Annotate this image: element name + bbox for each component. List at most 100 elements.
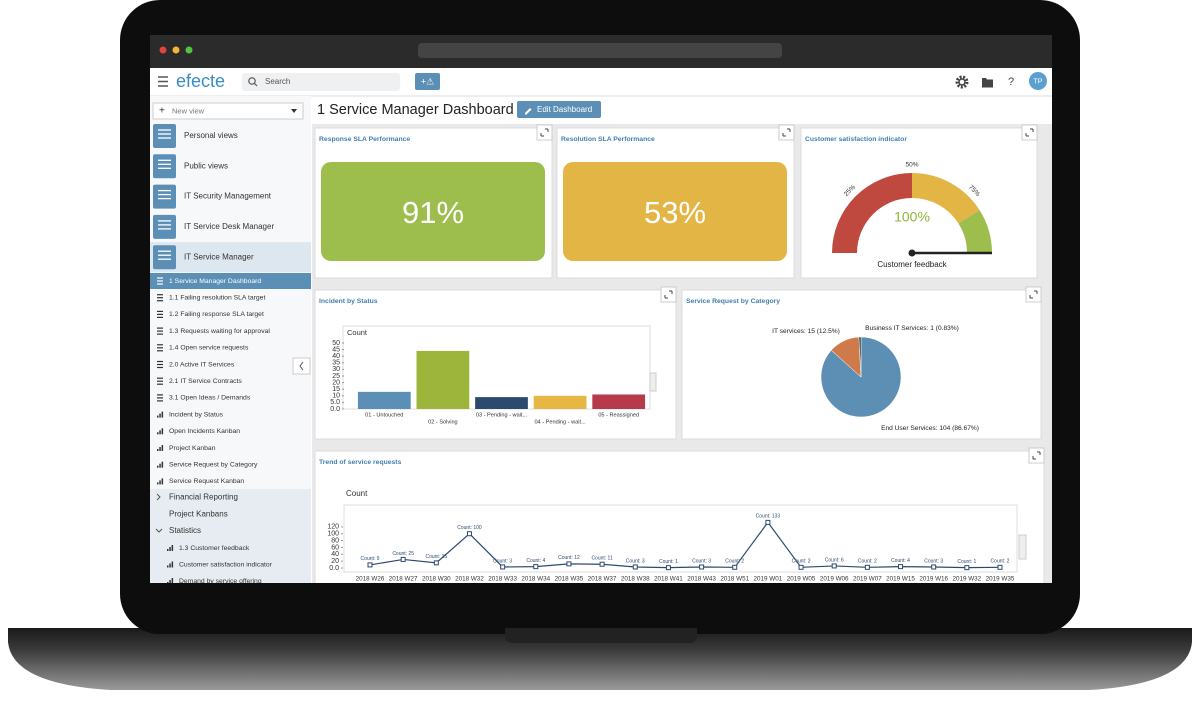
add-button[interactable] (415, 73, 440, 90)
widget-title: Customer satisfaction indicator (805, 136, 907, 143)
sidebar-folder[interactable]: Statistics (169, 526, 201, 535)
hamburger-icon[interactable] (158, 76, 168, 87)
sidebar-folder[interactable]: Financial Reporting (169, 493, 238, 502)
expand-button[interactable] (660, 286, 677, 303)
pie-label: End User Services: 104 (86.67%) (881, 425, 979, 432)
sidebar-view[interactable]: Service Request by Category (169, 461, 258, 468)
pie-label: Business IT Services: 1 (0.83%) (865, 325, 959, 332)
y-tick-label: 20 (332, 379, 340, 386)
view-icon (157, 449, 159, 451)
edit-dashboard-button[interactable] (517, 101, 601, 118)
x-tick-label: 2019 W06 (820, 576, 849, 583)
y-tick-label: 15 (332, 386, 340, 393)
sidebar-group[interactable]: IT Service Manager (184, 252, 254, 261)
folder-icon[interactable] (982, 78, 993, 88)
data-label: Count: 3 (626, 558, 645, 564)
pie-label: IT services: 15 (12.5%) (772, 328, 840, 335)
sidebar-view[interactable]: Demand by service offering (179, 578, 262, 585)
data-label: Count: 12 (558, 555, 580, 561)
scroll-button[interactable] (649, 372, 657, 392)
view-icon (169, 563, 171, 568)
help-icon[interactable]: ? (1008, 76, 1014, 88)
folder-area (150, 489, 311, 583)
y-tick-label: 30 (332, 366, 340, 373)
sidebar-view[interactable]: 1.3 Customer feedback (179, 545, 250, 552)
pencil-icon (525, 108, 532, 115)
x-tick-label: 2019 W05 (787, 576, 816, 583)
kpi-tile (563, 162, 787, 261)
sidebar-folder[interactable]: Project Kanbans (169, 509, 228, 518)
view-icon (171, 545, 174, 551)
sidebar-group[interactable]: Public views (184, 161, 228, 170)
sidebar-view[interactable]: Incident by Status (169, 411, 224, 418)
expand-button[interactable] (1028, 447, 1045, 464)
expand-button[interactable] (778, 124, 795, 141)
sidebar-view[interactable]: 1 Service Manager Dashboard (169, 278, 261, 285)
sidebar-group[interactable]: IT Service Desk Manager (184, 222, 274, 231)
collapse-sidebar-button[interactable] (292, 357, 311, 375)
y-tick-label: 5.0 (330, 399, 340, 406)
expand-button[interactable] (536, 124, 553, 141)
y-tick-label: 80 (331, 537, 339, 544)
view-icon (171, 561, 174, 568)
x-tick-label: 2018 W51 (720, 576, 749, 583)
point (500, 564, 506, 570)
x-tick-label: 2018 W37 (588, 576, 617, 583)
gauge-band (912, 173, 980, 224)
data-label: Count: 11 (591, 556, 613, 562)
y-tick-label: 40 (332, 353, 340, 360)
view-icon (161, 478, 164, 485)
sidebar-view[interactable]: 1.2 Failing response SLA target (169, 311, 264, 318)
widget (314, 289, 677, 440)
sidebar-view[interactable]: 1.4 Open service requests (169, 345, 249, 352)
kpi-value: 91% (402, 195, 464, 230)
scroll-button[interactable] (1018, 534, 1027, 560)
sidebar-group[interactable]: Personal views (184, 131, 238, 140)
sidebar-view[interactable]: Service Request Kanban (169, 478, 244, 485)
expanded-arrow (155, 528, 163, 533)
new-view-dropdown[interactable] (152, 102, 304, 120)
sidebar-view[interactable]: 2.0 Active IT Services (169, 361, 235, 368)
x-tick-label: 2019 W16 (919, 576, 948, 583)
expand-button[interactable] (1021, 124, 1038, 141)
point (831, 563, 837, 569)
expand-icon (540, 128, 549, 137)
y-axis-label: Count (347, 328, 368, 337)
search-icon (254, 83, 258, 87)
view-icon (159, 463, 161, 468)
point (964, 565, 970, 571)
sidebar-view[interactable]: 1.3 Requests waiting for approval (169, 328, 270, 335)
laptop-base (8, 628, 1192, 690)
y-tick-label: 0.0 (330, 406, 340, 413)
bar (357, 391, 411, 409)
add-button-label: +⚠ (421, 76, 434, 86)
pie-slice (858, 336, 862, 378)
search-box[interactable] (242, 73, 400, 91)
y-axis-label: Count (346, 489, 368, 498)
data-label: Count: 4 (526, 558, 545, 564)
user-avatar[interactable] (1029, 72, 1047, 90)
y-tick-label: 60 (331, 544, 339, 551)
point (898, 564, 904, 570)
bar (416, 350, 470, 409)
sidebar-view[interactable]: Open Incidents Kanban (169, 428, 240, 435)
sidebar-group[interactable]: IT Security Management (184, 192, 272, 201)
gauge-hub (908, 249, 916, 257)
y-tick-label: 120 (327, 524, 339, 531)
sidebar-view[interactable]: Project Kanban (169, 445, 216, 452)
edit-dashboard-label: Edit Dashboard (537, 105, 592, 114)
dropdown-caret (291, 109, 297, 113)
view-icon (161, 428, 164, 435)
point (931, 564, 937, 570)
sidebar-view[interactable]: 3.1 Open Ideas / Demands (169, 395, 251, 402)
view-icon (157, 465, 159, 468)
sidebar-view[interactable]: 1.1 Failing resolution SLA target (169, 294, 265, 301)
widget (314, 450, 1045, 583)
x-tick-label: 2018 W30 (422, 576, 451, 583)
sidebar-view[interactable]: Customer satisfaction indicator (179, 561, 273, 568)
expand-button[interactable] (1025, 286, 1042, 303)
settings-icon[interactable] (955, 75, 969, 89)
widget-title: Trend of service requests (319, 459, 402, 466)
data-label: Count: 2 (792, 559, 811, 565)
sidebar-view[interactable]: 2.1 IT Service Contracts (169, 378, 242, 385)
